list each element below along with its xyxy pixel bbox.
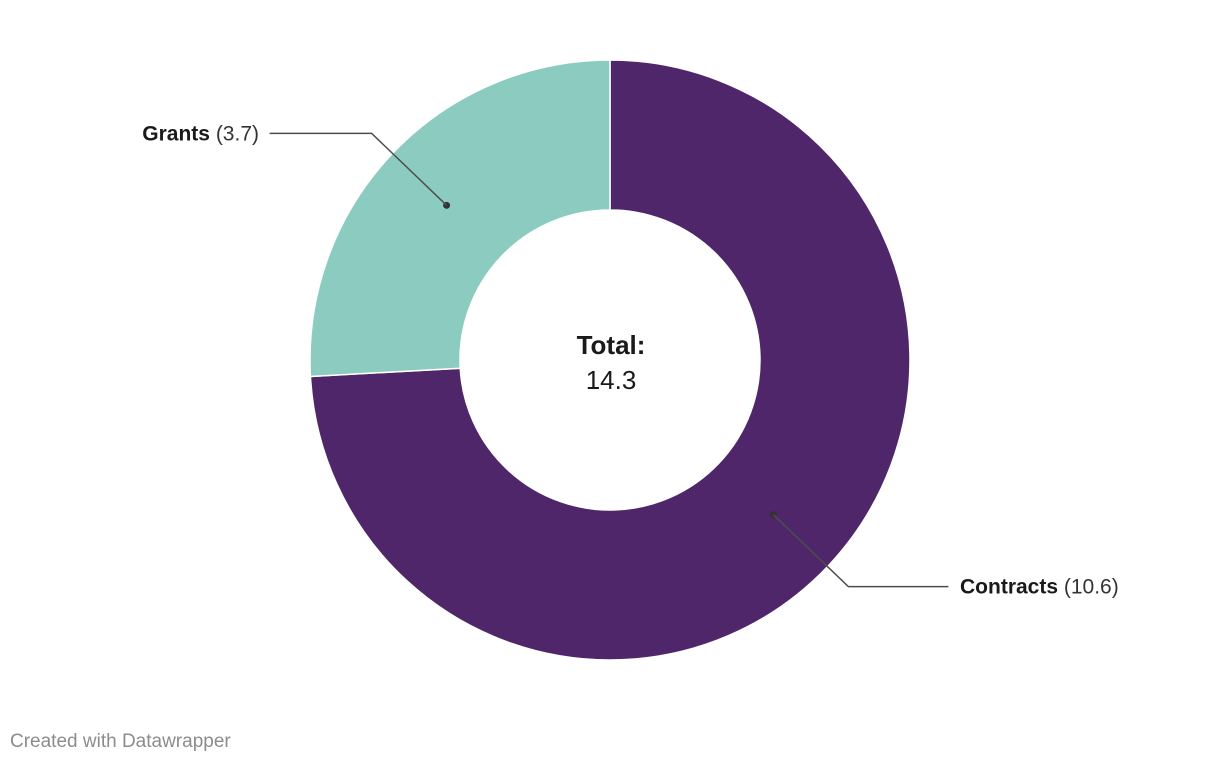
- slice-labels: Contracts (10.6) Grants (3.7): [142, 122, 1118, 598]
- donut-slices: [309, 59, 911, 661]
- slice-label-value: (3.7): [210, 122, 259, 145]
- center-total-heading: Total:: [577, 330, 646, 360]
- slice-grants[interactable]: [309, 59, 611, 378]
- slice-label-name: Grants: [142, 122, 210, 145]
- leader-line-contracts: [772, 514, 949, 588]
- slice-contracts[interactable]: [309, 59, 911, 661]
- slice-label-value: (10.6): [1058, 576, 1119, 599]
- center-total-value: 14.3: [586, 365, 637, 395]
- slice-label-contracts: Contracts (10.6): [960, 576, 1119, 599]
- leader-line-grants: [269, 132, 448, 206]
- datawrapper-credit-link[interactable]: Created with Datawrapper: [10, 731, 231, 752]
- slice-label-name: Contracts: [960, 576, 1058, 599]
- leader-lines: [269, 132, 949, 588]
- slice-label-grants: Grants (3.7): [142, 122, 259, 145]
